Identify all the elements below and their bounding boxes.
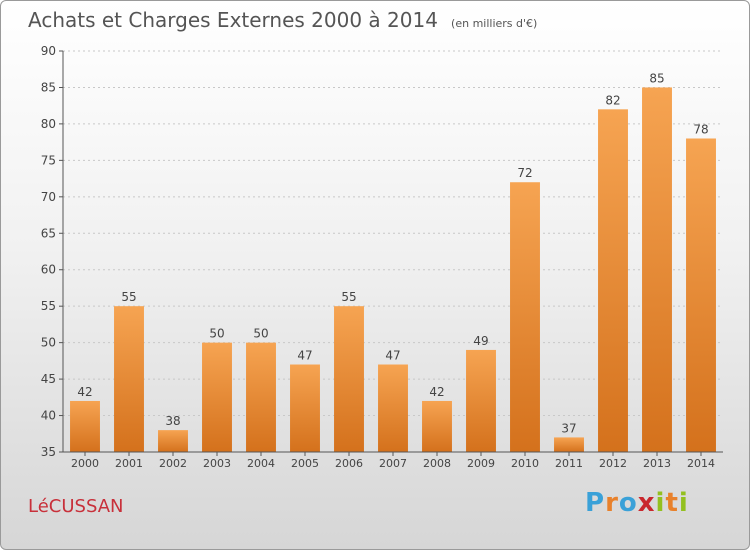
x-tick-label: 2003 xyxy=(203,457,231,470)
x-tick-label: 2007 xyxy=(379,457,407,470)
logo-letter: r xyxy=(605,488,619,518)
logo-letter: x xyxy=(637,488,656,518)
x-tick-label: 2000 xyxy=(71,457,99,470)
bar-2013 xyxy=(642,87,672,453)
logo-letter: i xyxy=(678,488,689,518)
bar-2003 xyxy=(202,342,232,452)
x-tick-label: 2009 xyxy=(467,457,495,470)
y-tick-label: 65 xyxy=(41,226,56,240)
y-tick-label: 35 xyxy=(41,445,56,459)
y-tick-label: 85 xyxy=(41,80,56,94)
data-label: 50 xyxy=(253,327,268,341)
data-label: 49 xyxy=(473,334,488,348)
x-tick-label: 2005 xyxy=(291,457,319,470)
y-tick-label: 60 xyxy=(41,263,56,277)
x-tick-label: 2013 xyxy=(643,457,671,470)
data-label: 72 xyxy=(517,166,532,180)
x-tick-label: 2008 xyxy=(423,457,451,470)
x-tick-label: 2012 xyxy=(599,457,627,470)
y-tick-label: 80 xyxy=(41,117,56,131)
chart-title: Achats et Charges Externes 2000 à 2014 (… xyxy=(28,8,537,32)
bar-2010 xyxy=(510,182,540,452)
bar-2006 xyxy=(334,306,364,452)
data-label: 47 xyxy=(385,349,400,363)
x-tick-label: 2010 xyxy=(511,457,539,470)
proxiti-logo: Proxiti xyxy=(585,488,689,518)
y-tick-label: 55 xyxy=(41,299,56,313)
bar-2004 xyxy=(246,342,276,452)
data-label: 38 xyxy=(165,414,180,428)
x-tick-label: 2001 xyxy=(115,457,143,470)
chart-subtitle: (en milliers d'€) xyxy=(451,17,538,30)
y-tick-label: 75 xyxy=(41,153,56,167)
logo-letter: t xyxy=(665,488,679,518)
bar-2008 xyxy=(422,400,452,452)
y-tick-label: 90 xyxy=(41,44,56,58)
y-tick-label: 50 xyxy=(41,336,56,350)
data-label: 82 xyxy=(605,93,620,107)
x-tick-label: 2014 xyxy=(687,457,715,470)
bar-2011 xyxy=(554,437,584,452)
data-label: 78 xyxy=(693,122,708,136)
x-tick-label: 2004 xyxy=(247,457,275,470)
data-label: 37 xyxy=(561,421,576,435)
y-tick-label: 40 xyxy=(41,409,56,423)
data-label: 42 xyxy=(429,385,444,399)
x-tick-label: 2002 xyxy=(159,457,187,470)
data-label: 85 xyxy=(649,71,664,85)
data-label: 55 xyxy=(121,290,136,304)
bar-2014 xyxy=(686,138,716,452)
y-tick-label: 45 xyxy=(41,372,56,386)
y-tick-label: 70 xyxy=(41,190,56,204)
data-label: 55 xyxy=(341,290,356,304)
bar-2002 xyxy=(158,430,188,452)
bar-2001 xyxy=(114,306,144,452)
logo-letter: o xyxy=(618,488,638,518)
data-label: 47 xyxy=(297,349,312,363)
bar-2000 xyxy=(70,400,100,452)
chart-title-text: Achats et Charges Externes 2000 à 2014 xyxy=(28,8,438,32)
x-tick-label: 2006 xyxy=(335,457,363,470)
commune-name: LéCUSSAN xyxy=(28,496,124,517)
bar-2007 xyxy=(378,364,408,452)
logo-letter: P xyxy=(585,488,606,518)
x-tick-label: 2011 xyxy=(555,457,583,470)
bar-2012 xyxy=(598,109,628,452)
data-label: 42 xyxy=(77,385,92,399)
logo-letter: i xyxy=(655,488,666,518)
data-label: 50 xyxy=(209,327,224,341)
bar-2009 xyxy=(466,349,496,452)
bar-2005 xyxy=(290,364,320,452)
